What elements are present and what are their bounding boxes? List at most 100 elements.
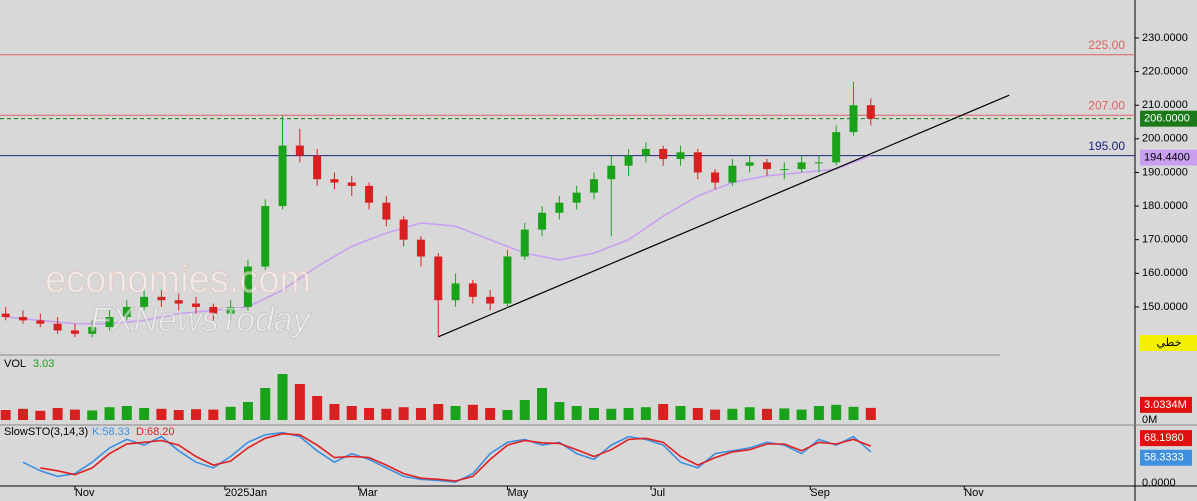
volume-bar (640, 407, 651, 420)
vol-title: VOL (4, 358, 26, 370)
volume-bar (623, 408, 634, 420)
candle-body (365, 185, 374, 203)
volume-bar (485, 408, 496, 420)
level-label: 225.00 (1088, 38, 1125, 52)
candle-body (53, 323, 62, 331)
volume-bar (87, 410, 98, 420)
candle-body (122, 306, 131, 318)
candle-body (589, 179, 598, 193)
volume-bar (18, 408, 29, 420)
candle-body (19, 317, 28, 321)
candle-body (226, 306, 235, 314)
sto-d-line (40, 432, 872, 482)
candle-body (538, 212, 547, 230)
volume-bar (813, 406, 824, 420)
volume-bar (519, 400, 530, 420)
x-tick-label: May (507, 487, 528, 499)
value-box (1140, 110, 1197, 127)
volume-bar (658, 404, 669, 420)
volume-bar (260, 388, 271, 420)
y-tick-label: 150.0000 (1142, 301, 1188, 313)
volume-bar (208, 409, 219, 420)
watermark-text: FXNewsToday (90, 301, 312, 339)
candle-body (693, 152, 702, 173)
candle-body (659, 148, 668, 160)
candle-body (728, 165, 737, 183)
trend-line (438, 94, 1010, 338)
candle-body (849, 105, 858, 133)
volume-bar (277, 374, 288, 420)
candle-body (399, 219, 408, 240)
y-tick-label: 200.0000 (1142, 133, 1188, 145)
candle-body (866, 105, 875, 119)
candle-body (278, 145, 287, 207)
candle-body (243, 266, 252, 307)
candle-body (624, 155, 633, 166)
value-box-label: 68.1980 (1144, 432, 1184, 444)
candle-body (607, 165, 616, 180)
volume-bar (69, 409, 80, 420)
y-tick-label: 190.0000 (1142, 166, 1188, 178)
y-tick-label: 170.0000 (1142, 234, 1188, 246)
watermark-text: economies.com (45, 259, 311, 301)
x-tick-label: Nov (75, 487, 95, 499)
volume-bar (104, 407, 115, 420)
candle-body (762, 162, 771, 170)
y-tick-label: 0.0000 (1142, 477, 1176, 489)
volume-bar (364, 408, 375, 420)
x-tick-label: Nov (964, 487, 984, 499)
candle-body (468, 283, 477, 297)
volume-bar (381, 408, 392, 420)
sto-k-line (22, 431, 872, 483)
sto-k-legend: K:58.33 (92, 426, 130, 438)
candle-body (711, 172, 720, 183)
candle-body (572, 192, 581, 203)
candle-body (140, 296, 149, 307)
volume-bar (865, 407, 876, 420)
sto-d-legend: D:68.20 (136, 426, 175, 438)
candle-body (209, 306, 218, 314)
level-label: 207.00 (1088, 98, 1125, 112)
candle-body (157, 296, 166, 301)
candle-body (192, 303, 201, 307)
volume-bar (0, 410, 11, 420)
candle-body (832, 132, 841, 163)
volume-bar (692, 408, 703, 420)
candle-body (641, 148, 650, 156)
candle-body (520, 229, 529, 257)
volume-bar (225, 406, 236, 420)
candle-body (382, 202, 391, 220)
vol-last: 3.03 (33, 358, 54, 370)
volume-bar (554, 402, 565, 420)
volume-bar (294, 384, 305, 420)
volume-bar (52, 408, 63, 420)
x-tick-label: 2025Jan (225, 487, 267, 499)
volume-bar (450, 406, 461, 420)
volume-bar (173, 410, 184, 420)
candle-body (451, 283, 460, 301)
candle-body (105, 317, 114, 328)
volume-bar (727, 408, 738, 420)
candle-body (780, 169, 789, 171)
value-box (1140, 449, 1192, 466)
candle-body (36, 320, 45, 324)
volume-bar (242, 402, 253, 420)
candle-body (88, 327, 97, 334)
value-box-label: 206.0000 (1144, 113, 1190, 125)
value-box (1140, 430, 1192, 447)
volume-bar (796, 409, 807, 420)
volume-bar (848, 406, 859, 420)
candle-body (1, 313, 10, 318)
volume-bar (312, 396, 323, 420)
candle-body (174, 300, 183, 304)
candle-body (330, 179, 339, 183)
candle-body (814, 162, 823, 164)
x-tick-label: Sep (810, 487, 830, 499)
volume-bar (588, 408, 599, 420)
volume-bar (415, 408, 426, 420)
value-box-label: 3.0334M (1144, 399, 1187, 411)
value-box-label: 58.3333 (1144, 452, 1184, 464)
x-tick-label: Jul (651, 487, 665, 499)
value-box (1140, 396, 1192, 413)
